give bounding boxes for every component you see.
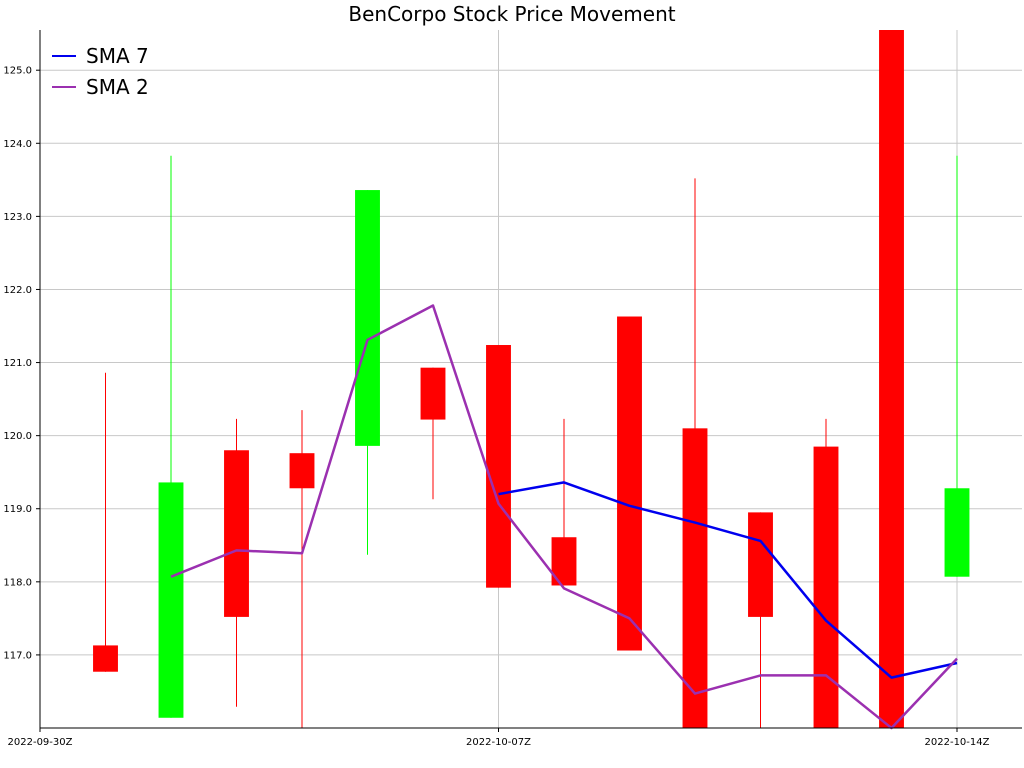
- series-line-sma-2: [170, 304, 958, 730]
- candle: [289, 410, 315, 728]
- chart-title: BenCorpo Stock Price Movement: [348, 2, 676, 26]
- candle: [486, 345, 511, 588]
- grid-layer: [39, 30, 1022, 728]
- candle: [158, 155, 184, 718]
- candle-body: [879, 30, 904, 728]
- candle: [617, 316, 642, 651]
- candle-body: [289, 453, 315, 489]
- legend-swatch-sma-7: [52, 54, 76, 57]
- legend-label-sma-7: SMA 7: [86, 43, 149, 68]
- legend: SMA 7 SMA 2: [52, 40, 149, 102]
- y-tick-label: 118.0: [3, 577, 32, 588]
- line-layer: [170, 304, 958, 730]
- candle: [682, 178, 708, 728]
- candle-body: [224, 450, 249, 617]
- candle: [551, 418, 577, 586]
- axis-layer: 117.0 118.0 119.0 120.0 121.0 122.0 123.0 124.0…: [3, 30, 1022, 748]
- candle-body: [486, 345, 511, 588]
- candle: [420, 367, 446, 500]
- x-tick-label: 2022-10-07Z: [466, 737, 531, 748]
- y-tick-label: 123.0: [3, 212, 32, 223]
- y-tick-label: 120.0: [3, 431, 32, 442]
- candle-body: [813, 446, 839, 728]
- y-tick-label: 121.0: [3, 358, 32, 369]
- x-tick-label: 2022-10-14Z: [925, 737, 990, 748]
- candle-body: [748, 512, 773, 617]
- legend-item-sma-2: SMA 2: [52, 71, 149, 102]
- y-tick-label: 125.0: [3, 66, 32, 77]
- candle: [355, 190, 380, 555]
- candle-body: [355, 190, 380, 446]
- candle-body: [158, 482, 184, 718]
- candle-body: [682, 428, 708, 728]
- candle: [748, 512, 773, 728]
- candle-body: [617, 316, 642, 651]
- x-tick-label: 2022-09-30Z: [8, 737, 73, 748]
- candle: [879, 30, 904, 728]
- legend-item-sma-7: SMA 7: [52, 40, 149, 71]
- candle: [944, 155, 970, 577]
- candle-body: [420, 367, 446, 420]
- candle-body: [944, 488, 970, 577]
- y-tick-label: 119.0: [3, 504, 32, 515]
- candle: [224, 418, 249, 707]
- y-tick-label: 122.0: [3, 285, 32, 296]
- candle: [93, 372, 118, 672]
- y-tick-label: 117.0: [3, 650, 32, 661]
- candle-layer: [93, 30, 970, 728]
- candle-body: [93, 645, 118, 672]
- legend-label-sma-2: SMA 2: [86, 74, 149, 99]
- series-line-sma-7: [498, 481, 958, 679]
- legend-swatch-sma-2: [52, 85, 76, 88]
- y-tick-label: 124.0: [3, 139, 32, 150]
